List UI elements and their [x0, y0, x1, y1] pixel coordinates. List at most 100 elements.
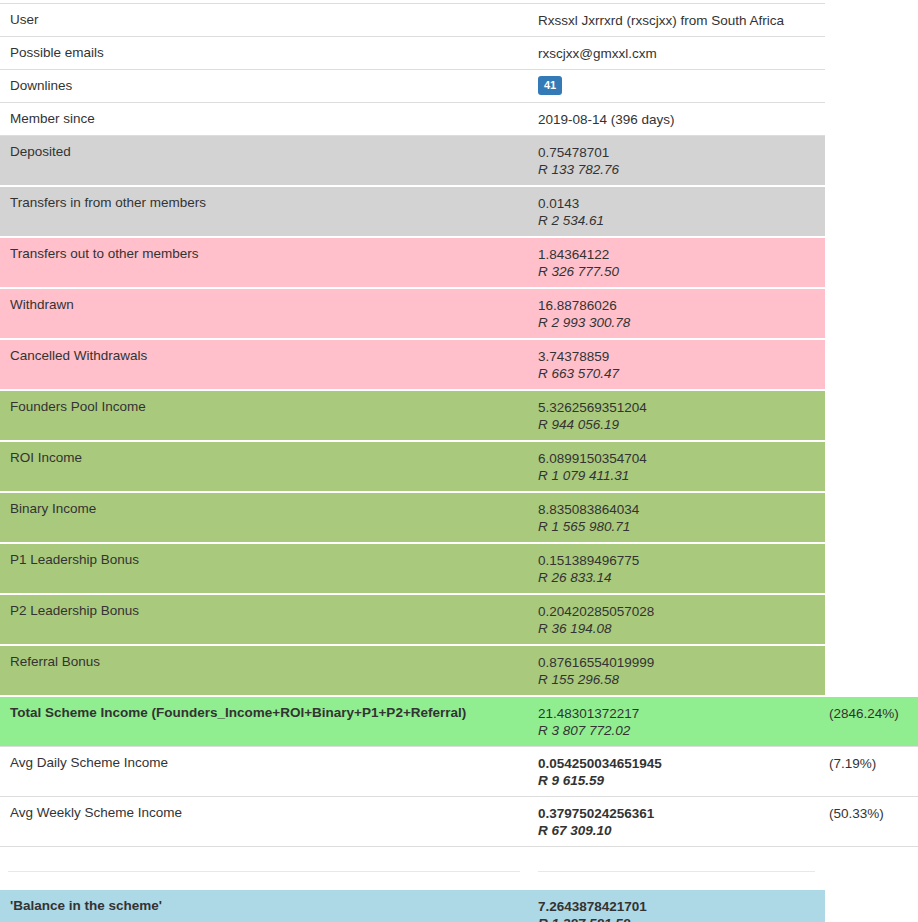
row-percent-cell [825, 890, 918, 922]
row-percent-cell [825, 185, 918, 236]
row-label: Total Scheme Income (Founders_Income+ROI… [10, 705, 466, 720]
row-rand-value: R 326 777.50 [538, 263, 817, 280]
row-label-cell [0, 846, 530, 872]
row-value-cell: 0.0143 R 2 534.61 [530, 185, 825, 236]
table-row: Transfers out to other members 1.8436412… [0, 236, 918, 287]
row-percent-cell [825, 236, 918, 287]
table-row: 'Balance in the scheme' 7.2643878421701 … [0, 890, 918, 922]
row-percent-cell [825, 440, 918, 491]
row-value-cell: 1.84364122 R 326 777.50 [530, 236, 825, 287]
row-value-cell: 0.054250034651945 R 9 615.59 [530, 746, 825, 796]
row-label: Referral Bonus [10, 654, 100, 669]
row-label-cell: Withdrawn [0, 287, 530, 338]
row-label-cell: P1 Leadership Bonus [0, 542, 530, 593]
row-label-cell: Binary Income [0, 491, 530, 542]
table-row: Withdrawn 16.88786026 R 2 993 300.78 [0, 287, 918, 338]
table-row: Avg Weekly Scheme Income 0.3797502425636… [0, 796, 918, 846]
row-percent-cell [825, 287, 918, 338]
row-label: Cancelled Withdrawals [10, 348, 147, 363]
row-rand-value: R 1 287 581.58 [538, 915, 817, 922]
row-value-cell [530, 846, 825, 872]
row-value-cell: 41 [530, 69, 825, 102]
row-amount: 8.835083864034 [538, 501, 817, 518]
row-rand-value: R 2 993 300.78 [538, 314, 817, 331]
row-percent-cell [825, 389, 918, 440]
row-label-cell: Transfers out to other members [0, 236, 530, 287]
row-amount: 0.20420285057028 [538, 603, 817, 620]
row-value-cell: 8.835083864034 R 1 565 980.71 [530, 491, 825, 542]
row-value: Rxssxl Jxrrxrd (rxscjxx) from South Afri… [538, 12, 817, 29]
row-value-cell: 0.87616554019999 R 155 296.58 [530, 644, 825, 695]
row-rand-value: R 663 570.47 [538, 365, 817, 382]
row-percent-cell [825, 36, 918, 69]
table-row [0, 872, 918, 890]
table-row: Member since 2019-08-14 (396 days) [0, 102, 918, 135]
row-amount: 6.0899150354704 [538, 450, 817, 467]
row-label: P2 Leadership Bonus [10, 603, 139, 618]
member-financial-summary: User Rxssxl Jxrrxrd (rxscjxx) from South… [0, 0, 918, 922]
row-label: Withdrawn [10, 297, 74, 312]
row-percent-cell [825, 542, 918, 593]
row-value-cell [530, 872, 825, 890]
row-label-cell: Total Scheme Income (Founders_Income+ROI… [0, 695, 530, 746]
table-row: ROI Income 6.0899150354704 R 1 079 411.3… [0, 440, 918, 491]
row-value-cell: 0.37975024256361 R 67 309.10 [530, 796, 825, 846]
row-value-cell: 0.20420285057028 R 36 194.08 [530, 593, 825, 644]
row-amount: 0.75478701 [538, 144, 817, 161]
table-row: Avg Daily Scheme Income 0.05425003465194… [0, 746, 918, 796]
row-value: rxscjxx@gmxxl.cxm [538, 45, 817, 62]
row-percent-cell [825, 644, 918, 695]
row-rand-value: R 36 194.08 [538, 620, 817, 637]
row-label: User [10, 12, 39, 27]
row-amount: 1.84364122 [538, 246, 817, 263]
row-label: Binary Income [10, 501, 96, 516]
row-rand-value: R 2 534.61 [538, 212, 817, 229]
row-value-cell: 7.2643878421701 R 1 287 581.58 [530, 890, 825, 922]
table-row: P2 Leadership Bonus 0.20420285057028 R 3… [0, 593, 918, 644]
row-label: Member since [10, 111, 95, 126]
row-value-cell: 2019-08-14 (396 days) [530, 102, 825, 135]
row-percent-cell [825, 69, 918, 102]
row-percent-cell: (2846.24%) [825, 695, 918, 746]
row-label-cell: Referral Bonus [0, 644, 530, 695]
downlines-count-badge[interactable]: 41 [538, 76, 562, 95]
row-rand-value: R 67 309.10 [538, 822, 817, 839]
row-amount: 0.0143 [538, 195, 817, 212]
row-value-cell: rxscjxx@gmxxl.cxm [530, 36, 825, 69]
row-value-cell: 0.151389496775 R 26 833.14 [530, 542, 825, 593]
row-amount: 0.87616554019999 [538, 654, 817, 671]
row-label-cell: Deposited [0, 135, 530, 185]
row-label: Deposited [10, 144, 71, 159]
row-amount: 0.151389496775 [538, 552, 817, 569]
row-percent: (7.19%) [829, 756, 876, 771]
row-rand-value: R 26 833.14 [538, 569, 817, 586]
row-percent-cell [825, 338, 918, 389]
row-rand-value: R 1 565 980.71 [538, 518, 817, 535]
row-percent-cell [825, 102, 918, 135]
row-percent-cell [825, 593, 918, 644]
row-amount: 0.054250034651945 [538, 755, 817, 772]
row-rand-value: R 944 056.19 [538, 416, 817, 433]
row-value-cell: 0.75478701 R 133 782.76 [530, 135, 825, 185]
row-label-cell: Avg Daily Scheme Income [0, 746, 530, 796]
row-value-cell: 21.48301372217 R 3 807 772.02 [530, 695, 825, 746]
table-row: Founders Pool Income 5.3262569351204 R 9… [0, 389, 918, 440]
row-amount: 7.2643878421701 [538, 898, 817, 915]
row-rand-value: R 155 296.58 [538, 671, 817, 688]
row-label: P1 Leadership Bonus [10, 552, 139, 567]
row-percent: (50.33%) [829, 806, 884, 821]
row-label-cell: Founders Pool Income [0, 389, 530, 440]
row-rand-value: R 9 615.59 [538, 772, 817, 789]
row-amount: 3.74378859 [538, 348, 817, 365]
row-label-cell: P2 Leadership Bonus [0, 593, 530, 644]
table-row [0, 846, 918, 872]
row-percent-cell: (7.19%) [825, 746, 918, 796]
row-amount: 0.37975024256361 [538, 805, 817, 822]
row-amount: 16.88786026 [538, 297, 817, 314]
row-percent-cell [825, 846, 918, 872]
row-label: Possible emails [10, 45, 104, 60]
row-value-cell: 6.0899150354704 R 1 079 411.31 [530, 440, 825, 491]
row-label-cell: Member since [0, 102, 530, 135]
row-value: 2019-08-14 (396 days) [538, 111, 817, 128]
row-percent-cell [825, 872, 918, 890]
